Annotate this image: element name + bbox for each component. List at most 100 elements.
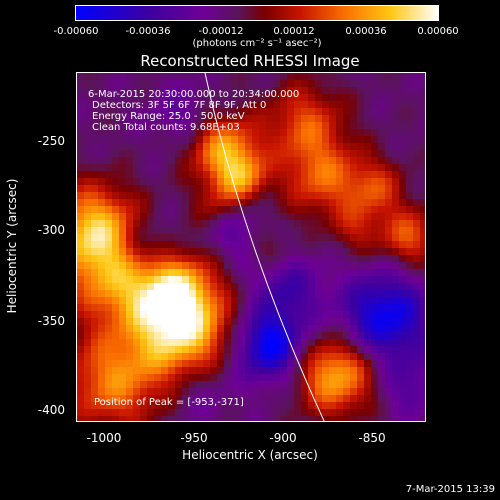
heatmap-cell bbox=[91, 339, 99, 347]
heatmap-cell bbox=[259, 283, 267, 291]
heatmap-cell bbox=[350, 346, 358, 354]
heatmap-cell bbox=[357, 213, 365, 221]
heatmap-cell bbox=[378, 332, 386, 340]
heatmap-cell bbox=[413, 318, 421, 326]
heatmap-cell bbox=[105, 332, 113, 340]
heatmap-cell bbox=[140, 108, 148, 116]
heatmap-cell bbox=[259, 73, 267, 81]
heatmap-cell bbox=[266, 122, 274, 130]
heatmap-cell bbox=[350, 122, 358, 130]
heatmap-cell bbox=[224, 346, 232, 354]
heatmap-cell bbox=[245, 339, 253, 347]
heatmap-cell bbox=[105, 164, 113, 172]
heatmap-cell bbox=[112, 283, 120, 291]
heatmap-cell bbox=[266, 157, 274, 165]
heatmap-cell bbox=[301, 311, 309, 319]
heatmap-cell bbox=[287, 304, 295, 312]
heatmap-cell bbox=[378, 402, 386, 410]
heatmap-cell bbox=[385, 171, 393, 179]
heatmap-cell bbox=[287, 346, 295, 354]
heatmap-cell bbox=[98, 171, 106, 179]
heatmap-cell bbox=[77, 248, 85, 256]
heatmap-cell bbox=[175, 192, 183, 200]
heatmap-cell bbox=[224, 157, 232, 165]
colorbar-tick: -0.00060 bbox=[53, 26, 99, 37]
heatmap-cell bbox=[224, 353, 232, 361]
heatmap-cell bbox=[189, 227, 197, 235]
heatmap-cell bbox=[406, 297, 414, 305]
heatmap-cell bbox=[259, 164, 267, 172]
heatmap-cell bbox=[294, 171, 302, 179]
heatmap-cell bbox=[161, 220, 169, 228]
heatmap-cell bbox=[259, 395, 267, 403]
heatmap-cell bbox=[378, 73, 386, 81]
heatmap-cell bbox=[392, 409, 400, 417]
heatmap-cell bbox=[161, 311, 169, 319]
heatmap-cell bbox=[161, 206, 169, 214]
heatmap-cell bbox=[91, 416, 99, 421]
heatmap-cell bbox=[147, 332, 155, 340]
heatmap-cell bbox=[112, 248, 120, 256]
heatmap-cell bbox=[406, 311, 414, 319]
heatmap-cell bbox=[273, 290, 281, 298]
heatmap-cell bbox=[238, 234, 246, 242]
heatmap-cell bbox=[280, 199, 288, 207]
heatmap-cell bbox=[182, 409, 190, 417]
heatmap-cell bbox=[140, 374, 148, 382]
heatmap-cell bbox=[98, 381, 106, 389]
heatmap-cell bbox=[301, 178, 309, 186]
heatmap-cell bbox=[168, 381, 176, 389]
heatmap-cell bbox=[203, 311, 211, 319]
heatmap-cell bbox=[399, 360, 407, 368]
heatmap-cell bbox=[238, 157, 246, 165]
heatmap-cell bbox=[126, 164, 134, 172]
heatmap-cell bbox=[203, 108, 211, 116]
heatmap-cell bbox=[245, 157, 253, 165]
heatmap-cell bbox=[357, 381, 365, 389]
heatmap-cell bbox=[203, 164, 211, 172]
heatmap-cell bbox=[266, 143, 274, 151]
heatmap-cell bbox=[203, 269, 211, 277]
heatmap-cell bbox=[385, 241, 393, 249]
heatmap-cell bbox=[126, 220, 134, 228]
heatmap-cell bbox=[308, 374, 316, 382]
heatmap-cell bbox=[133, 192, 141, 200]
heatmap-cell bbox=[84, 262, 92, 270]
heatmap-cell bbox=[315, 129, 323, 137]
heatmap-cell bbox=[140, 136, 148, 144]
heatmap-cell bbox=[406, 395, 414, 403]
heatmap-cell bbox=[245, 129, 253, 137]
heatmap-cell bbox=[399, 185, 407, 193]
heatmap-cell bbox=[392, 220, 400, 228]
heatmap-cell bbox=[420, 199, 425, 207]
heatmap-cell bbox=[364, 108, 372, 116]
heatmap-cell bbox=[105, 388, 113, 396]
heatmap-cell bbox=[357, 388, 365, 396]
heatmap-cell bbox=[161, 192, 169, 200]
heatmap-cell bbox=[294, 178, 302, 186]
heatmap-cell bbox=[168, 73, 176, 81]
heatmap-cell bbox=[413, 220, 421, 228]
heatmap-cell bbox=[266, 227, 274, 235]
heatmap-cell bbox=[259, 143, 267, 151]
heatmap-cell bbox=[203, 143, 211, 151]
heatmap-cell bbox=[266, 276, 274, 284]
heatmap-cell bbox=[189, 269, 197, 277]
heatmap-cell bbox=[322, 402, 330, 410]
heatmap-cell bbox=[91, 346, 99, 354]
heatmap-cell bbox=[77, 80, 85, 88]
heatmap-cell bbox=[196, 227, 204, 235]
heatmap-cell bbox=[154, 108, 162, 116]
heatmap-cell bbox=[301, 136, 309, 144]
heatmap-cell bbox=[182, 269, 190, 277]
heatmap-cell bbox=[224, 255, 232, 263]
heatmap-cell bbox=[119, 87, 127, 95]
heatmap-cell bbox=[140, 129, 148, 137]
heatmap-cell bbox=[112, 115, 120, 123]
heatmap-cell bbox=[420, 269, 425, 277]
heatmap-cell bbox=[399, 101, 407, 109]
heatmap-cell bbox=[196, 339, 204, 347]
heatmap-cell bbox=[91, 311, 99, 319]
heatmap-cell bbox=[231, 129, 239, 137]
heatmap-cell bbox=[238, 395, 246, 403]
